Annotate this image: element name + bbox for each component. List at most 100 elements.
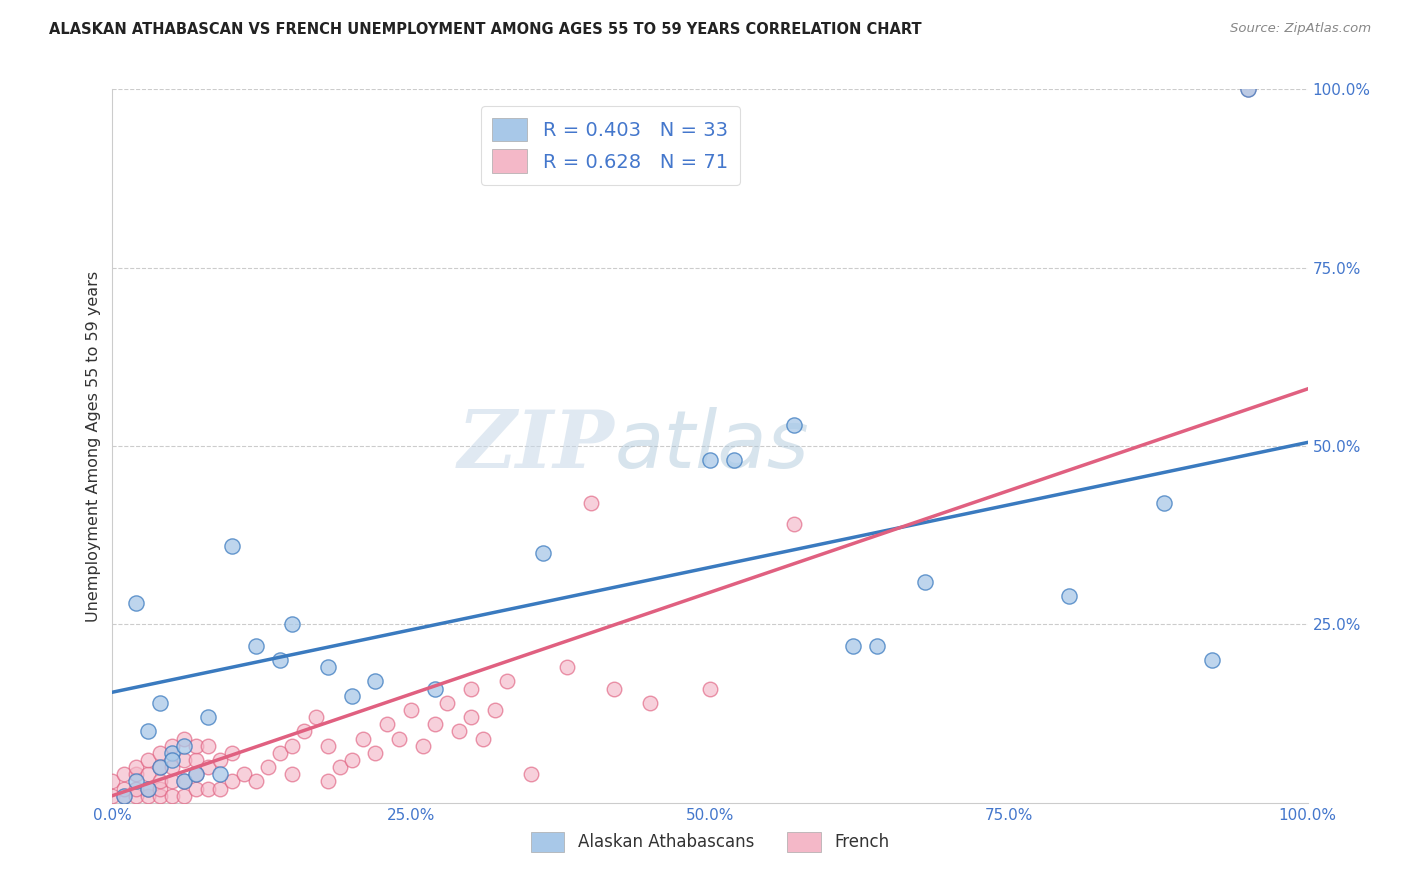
Point xyxy=(162,746,183,760)
Point xyxy=(281,739,304,753)
Point xyxy=(233,767,256,781)
Point xyxy=(329,760,352,774)
Point xyxy=(281,767,304,781)
Point xyxy=(866,639,889,653)
Point xyxy=(162,739,183,753)
Point xyxy=(173,731,195,746)
Text: ALASKAN ATHABASCAN VS FRENCH UNEMPLOYMENT AMONG AGES 55 TO 59 YEARS CORRELATION : ALASKAN ATHABASCAN VS FRENCH UNEMPLOYMEN… xyxy=(49,22,922,37)
Point xyxy=(723,453,745,467)
Point xyxy=(209,781,232,796)
Point xyxy=(149,774,172,789)
Point xyxy=(842,639,865,653)
Point xyxy=(221,746,243,760)
Point xyxy=(914,574,936,589)
Y-axis label: Unemployment Among Ages 55 to 59 years: Unemployment Among Ages 55 to 59 years xyxy=(86,270,101,622)
Point xyxy=(496,674,519,689)
Point xyxy=(149,789,172,803)
Point xyxy=(114,781,135,796)
Point xyxy=(149,781,172,796)
Point xyxy=(162,753,183,767)
Point xyxy=(221,774,243,789)
Point xyxy=(173,739,195,753)
Point xyxy=(340,753,363,767)
Point xyxy=(377,717,399,731)
Legend: Alaskan Athabascans, French: Alaskan Athabascans, French xyxy=(524,825,896,859)
Point xyxy=(388,731,411,746)
Point xyxy=(305,710,328,724)
Point xyxy=(447,724,470,739)
Point xyxy=(257,760,280,774)
Point xyxy=(101,789,124,803)
Point xyxy=(520,767,543,781)
Point xyxy=(197,781,219,796)
Point xyxy=(138,767,160,781)
Point xyxy=(640,696,662,710)
Point xyxy=(425,717,447,731)
Point xyxy=(401,703,423,717)
Text: Source: ZipAtlas.com: Source: ZipAtlas.com xyxy=(1230,22,1371,36)
Point xyxy=(149,696,172,710)
Point xyxy=(269,653,291,667)
Point xyxy=(125,760,148,774)
Point xyxy=(162,774,183,789)
Point xyxy=(114,767,135,781)
Point xyxy=(782,417,804,432)
Point xyxy=(425,681,447,696)
Point xyxy=(292,724,315,739)
Point xyxy=(125,767,148,781)
Point xyxy=(364,674,387,689)
Point xyxy=(699,681,721,696)
Point xyxy=(125,789,148,803)
Point xyxy=(245,774,267,789)
Point xyxy=(699,453,721,467)
Point xyxy=(101,774,124,789)
Point xyxy=(555,660,578,674)
Point xyxy=(603,681,626,696)
Point xyxy=(245,639,267,653)
Point xyxy=(209,767,232,781)
Point xyxy=(209,753,232,767)
Point xyxy=(316,660,339,674)
Point xyxy=(186,781,208,796)
Point xyxy=(436,696,458,710)
Point xyxy=(149,760,172,774)
Point xyxy=(173,753,195,767)
Point xyxy=(472,731,495,746)
Point xyxy=(162,760,183,774)
Point xyxy=(149,746,172,760)
Point xyxy=(531,546,554,560)
Point xyxy=(782,517,804,532)
Point xyxy=(138,781,160,796)
Point xyxy=(316,774,339,789)
Point xyxy=(316,739,339,753)
Point xyxy=(149,760,172,774)
Point xyxy=(186,753,208,767)
Point xyxy=(125,781,148,796)
Point xyxy=(197,739,219,753)
Point xyxy=(579,496,602,510)
Point xyxy=(1237,82,1260,96)
Point xyxy=(138,753,160,767)
Point xyxy=(125,596,148,610)
Point xyxy=(340,689,363,703)
Point xyxy=(197,760,219,774)
Point xyxy=(114,789,135,803)
Point xyxy=(138,789,160,803)
Point xyxy=(1057,589,1080,603)
Point xyxy=(460,710,482,724)
Point xyxy=(221,539,243,553)
Text: ZIP: ZIP xyxy=(457,408,614,484)
Point xyxy=(173,774,195,789)
Point xyxy=(460,681,482,696)
Point xyxy=(138,781,160,796)
Point xyxy=(1201,653,1223,667)
Point xyxy=(186,739,208,753)
Point xyxy=(364,746,387,760)
Point xyxy=(269,746,291,760)
Point xyxy=(412,739,434,753)
Point xyxy=(186,767,208,781)
Point xyxy=(162,789,183,803)
Point xyxy=(186,767,208,781)
Point xyxy=(484,703,506,717)
Point xyxy=(173,774,195,789)
